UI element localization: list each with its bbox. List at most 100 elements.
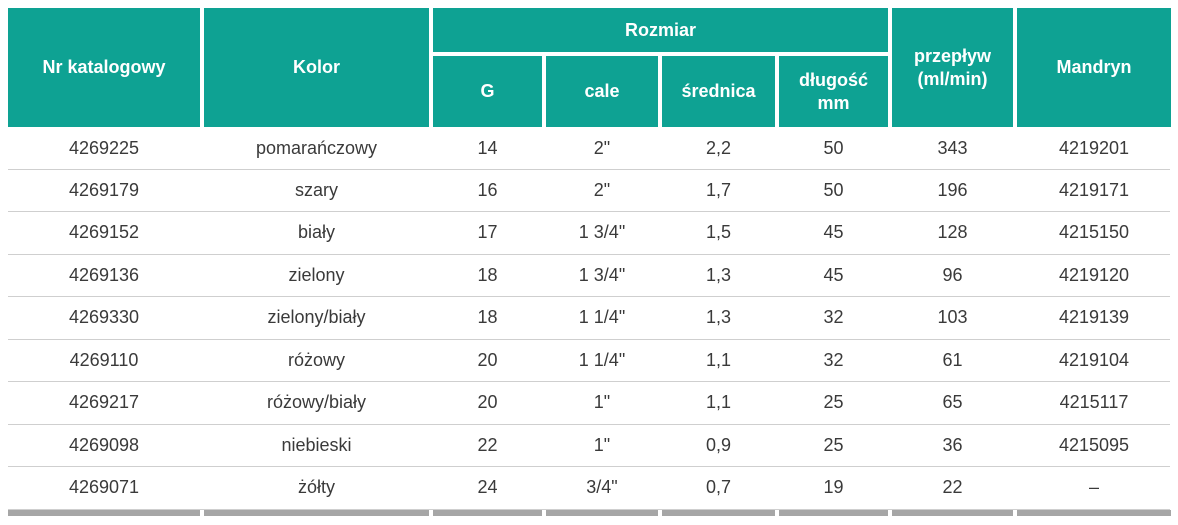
table-cell: 1,7 <box>705 179 732 200</box>
table-cell: 20 <box>477 349 498 370</box>
table-cell: 3/4" <box>586 477 618 498</box>
bottom-bar-segment <box>546 509 658 516</box>
header-dlugosc-mm: długość mm <box>779 56 888 127</box>
table-cell: 103 <box>937 307 968 328</box>
table-cell: 4269179 <box>68 179 140 200</box>
header-przeplyw: przepływ (ml/min) <box>892 8 1013 127</box>
table-cell: 22 <box>942 477 963 498</box>
table-cell: 24 <box>477 477 498 498</box>
table-cell: 4219104 <box>1058 349 1130 370</box>
table-cell: 4269152 <box>68 222 140 243</box>
table-cell: 1 3/4" <box>578 264 626 285</box>
table-cell: 50 <box>823 179 844 200</box>
table-cell: 2" <box>593 179 611 200</box>
table-cell: 1 1/4" <box>578 307 626 328</box>
table-row: 4269152 biały 17 1 3/4" 1,5 45 128 4215150 <box>8 212 1170 255</box>
table-cell: 65 <box>942 392 963 413</box>
table-bottom-bar <box>8 509 1171 516</box>
table-cell: 196 <box>937 179 968 200</box>
table-cell: – <box>1088 477 1099 498</box>
table-row: 4269136 zielony 18 1 3/4" 1,3 45 96 4219120 <box>8 255 1170 297</box>
table-cell: 4269110 <box>69 349 139 370</box>
bottom-bar-segment <box>1017 509 1171 516</box>
table-cell: zielony <box>288 264 345 285</box>
table-cell: 4215117 <box>1059 392 1129 413</box>
header-g: G <box>433 56 542 127</box>
table-cell: 25 <box>823 434 844 455</box>
table-cell: 1,1 <box>705 392 732 413</box>
bottom-bar-segment <box>892 509 1013 516</box>
table-cell: 19 <box>823 477 844 498</box>
header-kolor: Kolor <box>204 8 429 127</box>
table-row: 4269330 zielony/biały 18 1 1/4" 1,3 32 103 4219… <box>8 297 1170 340</box>
bottom-bar-segment <box>662 509 775 516</box>
table-cell: 22 <box>477 434 498 455</box>
table-cell: 4269071 <box>68 477 140 498</box>
header-nr-katalogowy: Nr katalogowy <box>8 8 200 127</box>
table-body: 4269225 pomarańczowy 14 2" 2,2 50 343 4219201 42… <box>8 127 1170 510</box>
table-row: 4269098 niebieski 22 1" 0,9 25 36 4215095 <box>8 425 1170 467</box>
table-cell: 1,3 <box>705 307 732 328</box>
table-row: 4269217 różowy/biały 20 1" 1,1 25 65 4215117 <box>8 382 1170 425</box>
table-cell: 1 1/4" <box>578 349 626 370</box>
table-cell: 1,1 <box>705 349 732 370</box>
table-cell: 61 <box>942 349 963 370</box>
table-cell: 4219171 <box>1058 179 1130 200</box>
table-cell: 4219120 <box>1058 264 1130 285</box>
table-cell: 20 <box>477 392 498 413</box>
table-cell: 14 <box>477 137 498 158</box>
table-cell: 32 <box>823 349 844 370</box>
header-srednica: średnica <box>662 56 775 127</box>
table-row: 4269071 żółty 24 3/4" 0,7 19 22 – <box>8 467 1170 510</box>
table-cell: szary <box>294 179 338 200</box>
table-cell: 4215095 <box>1058 434 1130 455</box>
table-cell: 2" <box>593 137 611 158</box>
table-cell: 18 <box>477 307 498 328</box>
table-cell: 4269098 <box>68 434 140 455</box>
table-cell: pomarańczowy <box>255 137 378 158</box>
table-cell: 4269217 <box>68 392 140 413</box>
table-row: 4269179 szary 16 2" 1,7 50 196 4219171 <box>8 170 1170 212</box>
header-mandryn: Mandryn <box>1017 8 1171 127</box>
table-cell: 0,9 <box>705 434 732 455</box>
table-cell: 45 <box>823 222 844 243</box>
table-cell: 4269225 <box>68 137 140 158</box>
table-cell: 17 <box>477 222 498 243</box>
table-cell: 343 <box>937 137 968 158</box>
table-cell: 50 <box>823 137 844 158</box>
table-cell: 128 <box>937 222 968 243</box>
table-cell: 36 <box>942 434 963 455</box>
table-cell: 4215150 <box>1058 222 1130 243</box>
table-cell: 1" <box>593 434 611 455</box>
table-cell: 4269330 <box>68 307 140 328</box>
table-cell: 1" <box>593 392 611 413</box>
table-cell: 16 <box>477 179 498 200</box>
table-cell: 45 <box>823 264 844 285</box>
table-cell: niebieski <box>281 434 352 455</box>
table-cell: 4269136 <box>68 264 140 285</box>
table-cell: 96 <box>942 264 963 285</box>
bottom-bar-segment <box>779 509 888 516</box>
table-cell: różowy <box>287 349 345 370</box>
table-row: 4269110 różowy 20 1 1/4" 1,1 32 61 4219104 <box>8 340 1170 382</box>
table-header: Nr katalogowy Kolor Rozmiar G cale średn… <box>8 8 1171 127</box>
table-cell: różowy/biały <box>266 392 367 413</box>
bottom-bar-segment <box>8 509 200 516</box>
bottom-bar-segment <box>433 509 542 516</box>
table-cell: biały <box>297 222 336 243</box>
table-cell: zielony/biały <box>267 307 366 328</box>
table-cell: 1,3 <box>705 264 732 285</box>
table-cell: 4219139 <box>1058 307 1130 328</box>
table-cell: 1,5 <box>705 222 732 243</box>
table-cell: 25 <box>823 392 844 413</box>
bottom-bar-segment <box>204 509 429 516</box>
header-rozmiar: Rozmiar <box>433 8 888 52</box>
table-cell: 4219201 <box>1058 137 1130 158</box>
table-row: 4269225 pomarańczowy 14 2" 2,2 50 343 4219201 <box>8 127 1170 170</box>
table-cell: żółty <box>297 477 335 498</box>
table-cell: 32 <box>823 307 844 328</box>
table-cell: 1 3/4" <box>578 222 626 243</box>
header-cale: cale <box>546 56 658 127</box>
table-cell: 0,7 <box>705 477 732 498</box>
